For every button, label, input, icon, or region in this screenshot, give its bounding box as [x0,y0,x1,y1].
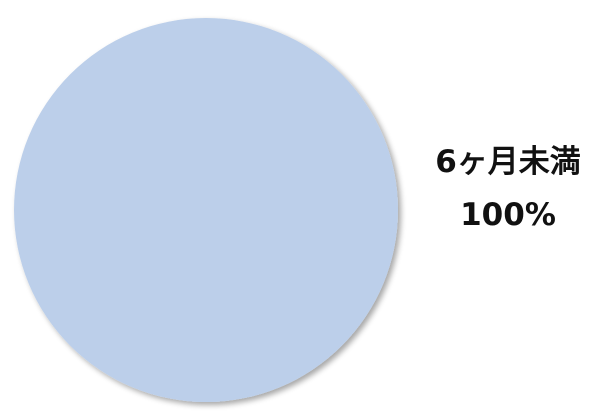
slice-label-value: 100% [460,197,556,233]
pie-slices [14,18,398,402]
slice-labels: 6ヶ月未満 100% [435,144,581,233]
slice-label-name: 6ヶ月未満 [435,144,581,180]
pie-slice [14,18,398,402]
